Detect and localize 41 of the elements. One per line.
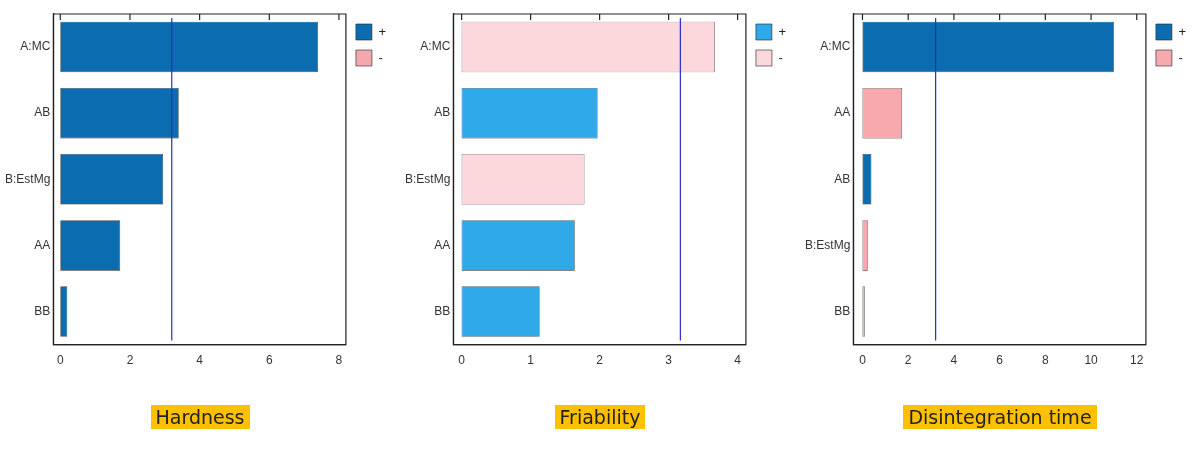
y-tick-label: BB [34,303,51,318]
y-tick-label: BB [434,303,451,318]
x-tick-label: 6 [265,353,273,368]
y-tick-label: A:MC [420,39,451,54]
text: Disintegration time [903,405,1097,429]
y-tick-label: AA [34,237,51,252]
x-tick-label: 3 [665,353,673,368]
text: Friability [554,405,646,429]
y-tick-label: A:MC [820,39,851,54]
x-tick-label: 2 [904,353,912,368]
x-tick-label: 4 [734,353,742,368]
y-tick-label: AA [434,237,451,252]
legend-label: + [778,23,786,39]
y-tick-label: AB [34,105,51,120]
legend-label: - [1178,49,1183,65]
y-tick-label: BB [834,303,851,318]
legend-label: + [378,23,386,39]
y-tick-label: AA [834,105,851,120]
legend-label: - [778,49,783,65]
y-tick-label: A:MC [20,39,51,54]
x-tick-label: 8 [1042,353,1049,368]
y-tick-label: B:EstMg [404,171,451,186]
x-tick-label: 2 [596,353,604,368]
legend-label: + [1178,23,1186,39]
x-tick-label: 0 [56,353,64,368]
y-tick-label: B:EstMg [4,171,51,186]
x-tick-label: 0 [859,353,867,368]
text: Hardness [150,405,250,429]
x-tick-label: 4 [950,353,958,368]
x-tick-label: 8 [335,353,343,368]
y-tick-label: B:EstMg [804,237,851,252]
x-tick-label: 12 [1130,353,1144,368]
x-tick-label: 0 [458,353,466,368]
x-tick-label: 2 [126,353,134,368]
x-tick-label: 4 [196,353,204,368]
x-tick-label: 10 [1084,353,1099,368]
x-tick-label: 6 [996,353,1004,368]
legend-label: - [378,49,383,65]
y-tick-label: AB [834,171,851,186]
y-tick-label: AB [434,105,451,120]
x-tick-label: 1 [527,353,535,368]
